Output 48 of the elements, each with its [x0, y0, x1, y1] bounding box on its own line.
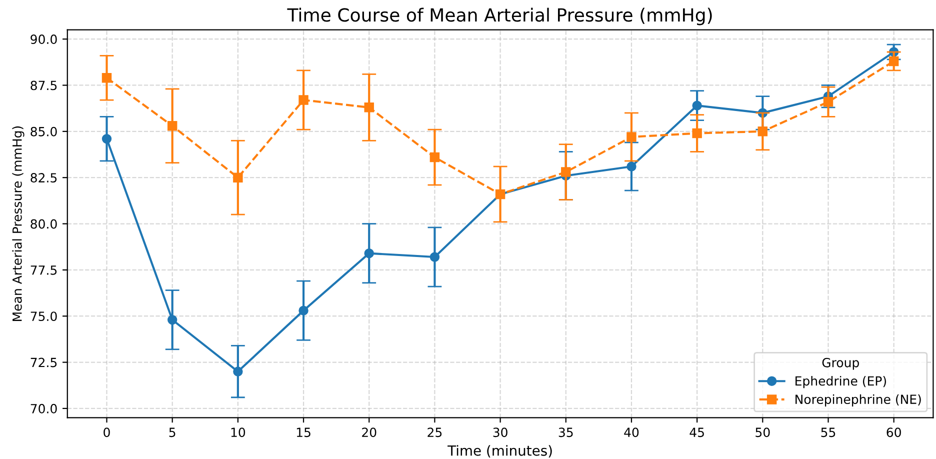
point [430, 152, 440, 162]
point [102, 134, 112, 144]
point [561, 167, 571, 177]
legend-label: Norepinephrine (NE) [796, 394, 921, 406]
point [298, 306, 308, 316]
point [167, 121, 178, 131]
x-tick-label: 5 [169, 428, 176, 438]
x-tick-label: 0 [104, 428, 110, 438]
x-tick-label: 10 [231, 428, 246, 438]
chart-title: Time Course of Mean Arterial Pressure (mmHg) [287, 8, 712, 26]
x-tick-label: 60 [886, 428, 901, 438]
point [102, 72, 112, 83]
y-tick-label: 90.0 [30, 34, 57, 44]
x-tick-label: 25 [428, 428, 442, 438]
point [823, 97, 834, 107]
y-tick-label: 82.5 [30, 173, 57, 183]
point [298, 95, 308, 105]
point [626, 132, 636, 142]
y-tick-label: 77.5 [30, 266, 57, 275]
y-axis-title: Mean Arterial Pressure (mmHg) [12, 126, 24, 321]
x-tick-label: 15 [296, 428, 310, 438]
y-tick-label: 70.0 [30, 404, 57, 414]
x-tick-label: 40 [624, 428, 639, 438]
point [888, 56, 899, 66]
x-tick-label: 55 [821, 428, 836, 438]
x-tick-label: 45 [690, 428, 704, 438]
point [233, 366, 243, 376]
point [364, 102, 374, 112]
x-tick-label: 30 [493, 428, 508, 438]
y-tick-label: 75.0 [30, 312, 57, 322]
point [758, 126, 768, 136]
x-tick-label: 35 [558, 428, 573, 438]
point [430, 252, 440, 262]
point [167, 314, 178, 325]
point [692, 128, 702, 138]
legend-label: Ephedrine (EP) [796, 376, 886, 388]
x-tick-label: 50 [756, 428, 770, 438]
y-tick-label: 87.5 [30, 80, 57, 90]
point [692, 100, 702, 110]
y-tick-label: 72.5 [30, 358, 57, 368]
point [233, 172, 243, 182]
x-axis-title: Time (minutes) [448, 445, 552, 458]
y-tick-label: 80.0 [30, 219, 57, 229]
legend-title: Group [822, 358, 859, 370]
point [626, 162, 636, 172]
x-tick-label: 20 [362, 428, 376, 438]
y-tick-label: 85.0 [30, 126, 57, 136]
point [364, 248, 374, 258]
